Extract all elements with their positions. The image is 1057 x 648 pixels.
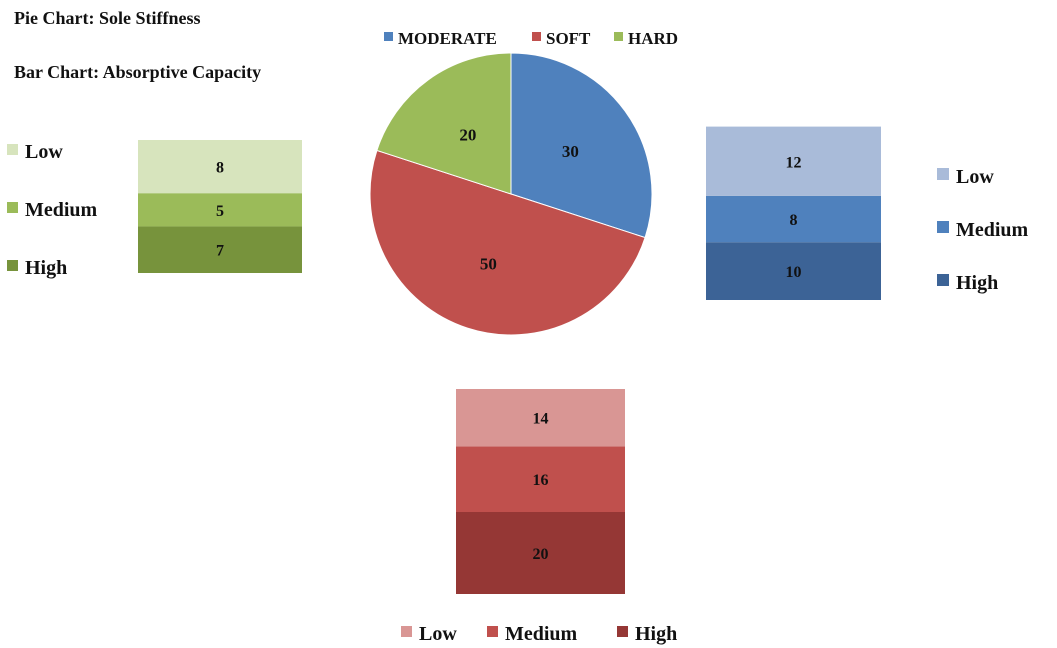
pie-slice-moderate [510,52,653,239]
pie-label-moderate: 30 [562,142,579,161]
legend-swatch-hard-low [7,144,18,155]
bar-segment-soft-low [456,389,625,447]
legend-swatch-hard-medium [7,202,18,213]
legend-swatch-moderate-low [937,168,949,180]
bar-segment-soft-high [456,512,625,594]
pie-slice-soft [369,149,646,336]
legend-swatch-soft-medium [487,626,498,637]
bar-label-soft-high: 20 [533,546,549,563]
legend-label-moderate-medium: Medium [956,219,1029,241]
bar-label-soft-low: 14 [533,411,549,428]
bar-chart-title: Bar Chart: Absorptive Capacity [14,62,262,82]
bar-label-moderate-low: 12 [786,154,802,171]
legend-label-moderate-low: Low [956,166,994,188]
bar-label-hard-high: 7 [216,243,224,260]
bar-label-moderate-medium: 8 [790,212,798,229]
legend-label-soft-medium: Medium [505,623,578,645]
pie-legend-label-hard: HARD [628,29,678,48]
legend-swatch-moderate-high [937,274,949,286]
legend-label-hard-medium: Medium [25,199,98,221]
legend-label-hard-low: Low [25,141,63,163]
pie-label-hard: 20 [459,126,476,145]
legend-swatch-soft-high [617,626,628,637]
pie-label-soft: 50 [480,255,497,274]
legend-label-hard-high: High [25,257,67,279]
legend-swatch-hard-high [7,260,18,271]
pie-legend-label-moderate: MODERATE [398,29,497,48]
bar-segment-moderate-medium [706,195,881,243]
pie-slice-hard [376,52,512,195]
legend-label-soft-high: High [635,623,677,645]
pie-legend-label-soft: SOFT [546,29,591,48]
bar-label-moderate-high: 10 [786,264,802,281]
bar-segment-hard-low [138,140,302,194]
bar-segment-moderate-high [706,242,881,300]
bar-segment-moderate-low [706,126,881,196]
bar-segment-soft-medium [456,446,625,512]
pie-legend-swatch-moderate [384,32,393,41]
pie-legend-swatch-soft [532,32,541,41]
bar-label-hard-medium: 5 [216,203,224,220]
pie-chart-title: Pie Chart: Sole Stiffness [14,8,201,28]
bar-label-soft-medium: 16 [533,472,549,489]
bar-segment-hard-high [138,226,302,273]
pie-legend-swatch-hard [614,32,623,41]
legend-label-moderate-high: High [956,272,998,294]
bar-label-hard-low: 8 [216,160,224,177]
legend-swatch-soft-low [401,626,412,637]
bar-segment-hard-medium [138,193,302,227]
legend-swatch-moderate-medium [937,221,949,233]
legend-label-soft-low: Low [419,623,457,645]
